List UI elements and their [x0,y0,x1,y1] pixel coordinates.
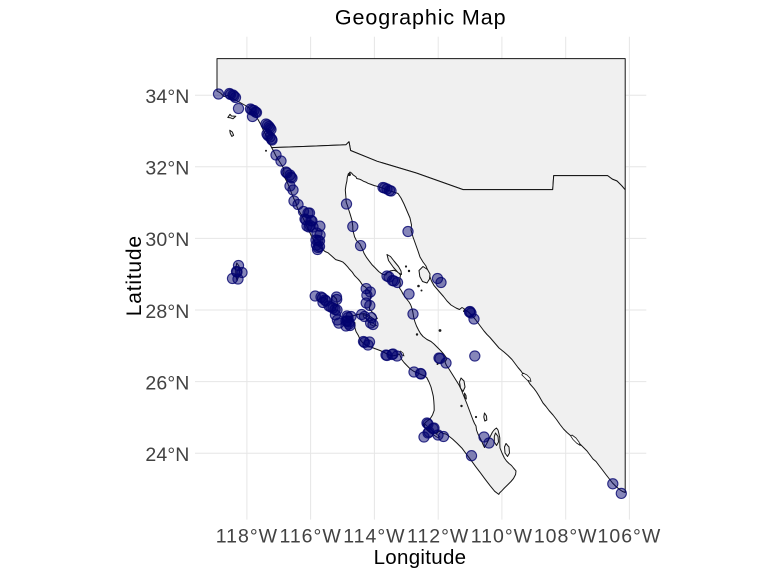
svg-text:32°N: 32°N [145,158,189,180]
svg-text:114°W: 114°W [343,525,405,547]
svg-text:108°W: 108°W [534,525,598,547]
svg-text:30°N: 30°N [145,229,189,251]
svg-text:28°N: 28°N [145,301,189,323]
svg-text:112°W: 112°W [407,525,469,547]
svg-text:26°N: 26°N [145,372,189,394]
svg-text:34°N: 34°N [145,86,189,108]
svg-text:116°W: 116°W [279,525,341,547]
svg-text:118°W: 118°W [216,525,278,547]
svg-text:106°W: 106°W [598,525,662,547]
svg-text:Longitude: Longitude [374,546,467,569]
svg-text:24°N: 24°N [145,444,189,466]
svg-text:110°W: 110°W [471,525,533,547]
svg-text:Latitude: Latitude [123,235,146,316]
svg-text:Geographic Map: Geographic Map [335,6,507,30]
